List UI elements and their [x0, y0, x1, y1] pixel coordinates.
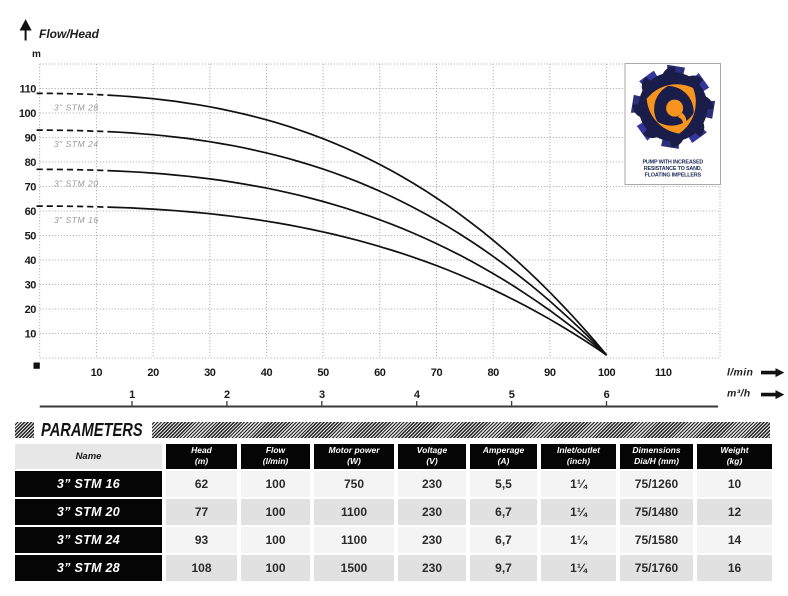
svg-text:3” STM 24: 3” STM 24	[54, 139, 99, 149]
svg-text:Flow/Head: Flow/Head	[39, 27, 100, 41]
svg-text:l/min: l/min	[727, 367, 753, 379]
svg-text:20: 20	[147, 367, 159, 379]
svg-text:30: 30	[204, 367, 216, 379]
svg-text:PUMP WITH INCREASED: PUMP WITH INCREASED	[643, 160, 704, 166]
svg-text:60: 60	[374, 367, 386, 379]
svg-text:6: 6	[604, 389, 610, 401]
svg-text:90: 90	[544, 367, 556, 379]
svg-text:2: 2	[224, 389, 230, 401]
svg-text:40: 40	[261, 367, 273, 379]
svg-text:3” STM 20: 3” STM 20	[54, 178, 99, 188]
svg-text:70: 70	[431, 367, 443, 379]
svg-text:5: 5	[509, 389, 515, 401]
svg-text:80: 80	[25, 157, 37, 169]
svg-text:90: 90	[25, 133, 37, 145]
svg-text:50: 50	[25, 231, 37, 243]
svg-text:FLOATING IMPELLERS: FLOATING IMPELLERS	[645, 173, 702, 179]
svg-text:60: 60	[25, 206, 37, 218]
svg-text:10: 10	[25, 329, 37, 341]
svg-text:100: 100	[19, 108, 36, 120]
svg-text:1: 1	[129, 389, 135, 401]
svg-text:10: 10	[91, 367, 103, 379]
svg-text:RESISTANCE TO SAND,: RESISTANCE TO SAND,	[644, 166, 703, 172]
svg-text:20: 20	[25, 304, 37, 316]
svg-text:3” STM 28: 3” STM 28	[54, 102, 99, 112]
svg-text:50: 50	[317, 367, 329, 379]
svg-text:m: m	[32, 49, 41, 60]
svg-text:m³/h: m³/h	[727, 388, 751, 400]
svg-text:3” STM 16: 3” STM 16	[54, 215, 99, 225]
svg-text:30: 30	[25, 280, 37, 292]
svg-text:70: 70	[25, 182, 37, 194]
svg-text:110: 110	[19, 84, 36, 96]
svg-text:4: 4	[414, 389, 421, 401]
svg-text:3: 3	[319, 389, 325, 401]
svg-text:100: 100	[598, 367, 615, 379]
svg-text:110: 110	[655, 367, 672, 379]
svg-text:40: 40	[25, 255, 37, 267]
svg-text:80: 80	[487, 367, 499, 379]
